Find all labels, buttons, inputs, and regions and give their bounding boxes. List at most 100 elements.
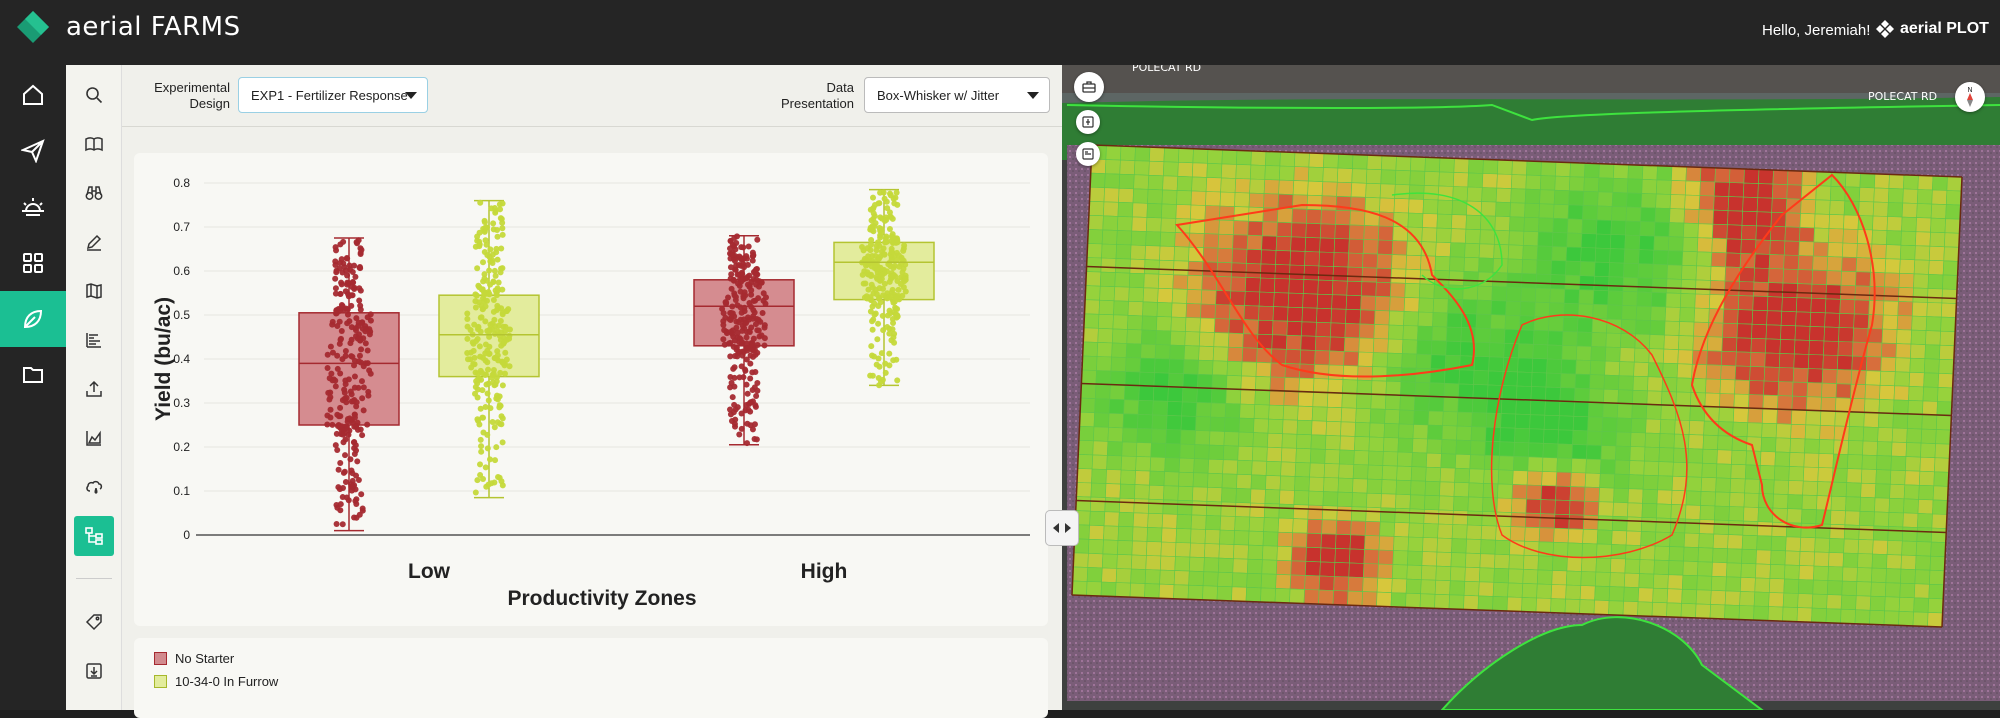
yield-grid-cell [1105,469,1122,485]
yield-grid-cell [1518,329,1535,345]
yield-grid-cell [1843,538,1860,554]
yield-grid-cell [1212,360,1228,376]
yield-grid-cell [1576,331,1593,347]
y-tick-label: 0.4 [173,352,190,366]
yield-grid-cell [1858,201,1875,217]
yield-grid-cell [1495,201,1511,218]
panel-resize-handle[interactable] [1045,510,1079,546]
yield-grid-cell [1357,365,1373,382]
nav-send[interactable] [0,123,66,179]
jitter-point [348,292,355,299]
jitter-point [868,237,875,244]
tool-draw[interactable] [74,222,114,262]
tool-weather[interactable] [74,467,114,507]
brand-logo[interactable]: aerial FARMS [16,10,241,44]
yield-grid-cell [1787,170,1803,186]
yield-grid-cell [1306,208,1322,225]
yield-grid-cell [1392,550,1409,566]
yield-grid-cell [1624,234,1641,250]
tool-tags[interactable] [74,602,114,642]
jitter-point [482,224,489,231]
yield-grid-cell [1582,204,1598,221]
tool-reports[interactable] [74,320,114,360]
y-tick-label: 0.8 [173,176,190,190]
nav-agronomy[interactable] [0,291,66,347]
tool-upload[interactable] [74,369,114,409]
yield-grid-cell [1463,580,1480,597]
yield-grid-cell [1117,201,1134,218]
jitter-point [359,505,366,512]
legend-item-no-starter[interactable]: No Starter [154,651,234,666]
legend-swatch-no-starter [154,652,167,665]
yield-grid-cell [1905,442,1922,458]
yield-grid-cell [1494,215,1511,232]
yield-grid-cell [1510,188,1527,204]
jitter-point [486,343,493,350]
yield-grid-cell [1809,326,1825,342]
jitter-point [328,370,335,377]
yield-grid-cell [1289,250,1306,266]
yield-grid-cell [1101,229,1118,245]
yield-grid-cell [1584,472,1601,488]
nav-dashboard[interactable] [0,235,66,291]
yield-grid-cell [1424,494,1440,511]
yield-grid-cell [1410,156,1426,172]
yield-grid-cell [1771,197,1788,214]
user-greeting[interactable]: Hello, Jeremiah! [1762,22,1871,39]
yield-grid-cell [1453,481,1470,498]
tool-analytics[interactable] [74,418,114,458]
yield-grid-cell [1362,253,1378,269]
map-layers-button[interactable] [1074,72,1104,102]
yield-grid-cell [1130,554,1147,570]
yield-grid-cell [1694,293,1711,309]
field-outline [1066,103,2000,122]
compass-button[interactable]: N [1955,82,1985,112]
data-presentation-select[interactable]: Box-Whisker w/ Jitter [864,77,1050,113]
yield-grid-cell [1376,267,1392,284]
jitter-point [332,383,339,390]
field-map[interactable]: POLECAT RD POLECAT RD N [1062,65,2000,710]
tool-import[interactable] [74,651,114,691]
yield-grid-cell [1801,508,1817,525]
yield-grid-cell [1368,436,1385,452]
yield-grid-cell [1094,384,1111,400]
legend-item-in-furrow[interactable]: 10-34-0 In Furrow [154,674,278,689]
nav-files[interactable] [0,347,66,403]
yield-grid-cell [1871,553,1888,569]
yield-grid-cell [1797,255,1814,271]
yield-grid-cell [1536,583,1553,599]
nav-weather[interactable] [0,179,66,235]
map-info-button[interactable] [1076,110,1100,134]
yield-grid-cell [1777,395,1793,411]
yield-grid-cell [1386,352,1403,369]
nav-home[interactable] [0,67,66,123]
tool-map[interactable] [74,271,114,311]
map-legend-button[interactable] [1076,142,1100,166]
tool-trials[interactable] [74,516,114,556]
yield-grid-cell [1302,293,1319,309]
aerial-plot-link[interactable]: aerial PLOT [1876,20,1989,38]
yield-grid-cell [1278,503,1295,519]
yield-grid-cell [1468,468,1485,484]
yield-grid-cell [1316,293,1333,310]
tool-book[interactable] [74,124,114,164]
experimental-design-select[interactable]: EXP1 - Fertilizer Response [238,77,428,113]
yield-grid-cell [1774,451,1791,467]
tool-search[interactable] [74,75,114,115]
yield-grid-cell [1931,189,1948,205]
jitter-point [355,237,362,244]
yield-grid-cell [1412,424,1429,440]
yield-grid-cell [1712,533,1729,550]
yield-grid-cell [1391,564,1408,580]
yield-grid-cell [1884,258,1901,274]
yield-grid-cell [1565,246,1582,262]
yield-grid-cell [1192,486,1208,502]
tool-scout[interactable] [74,173,114,213]
jitter-point [503,336,510,343]
jitter-point [495,473,502,480]
yield-grid-cell [1506,596,1523,612]
data-presentation-label: Data Presentation [781,80,854,111]
yield-grid-cell [1363,225,1380,241]
yield-grid-cell [1525,174,1542,191]
jitter-point [732,297,739,304]
